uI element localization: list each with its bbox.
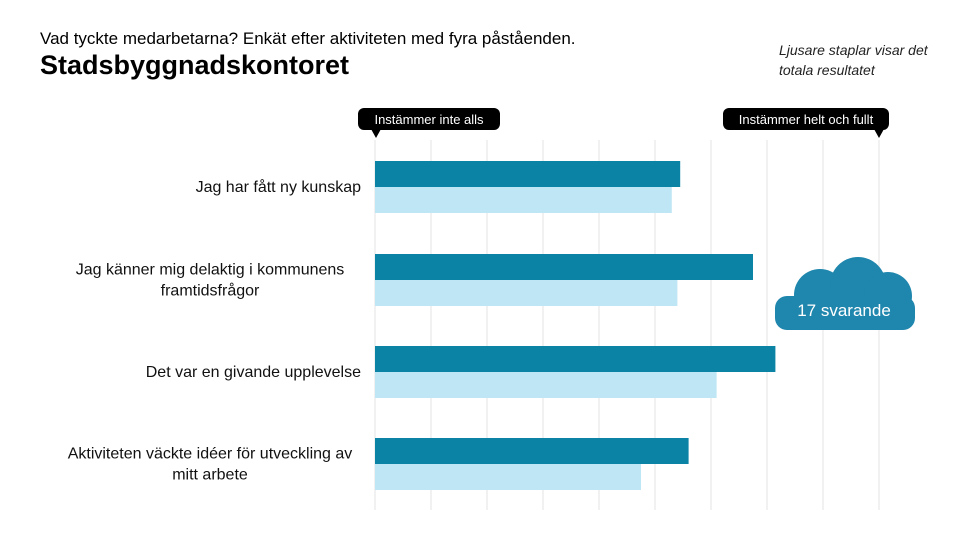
respondents-cloud-icon	[775, 257, 915, 330]
scale-max-pointer	[874, 129, 884, 138]
legend-note: Ljusare staplar visar det totala resulta…	[779, 42, 928, 78]
scale-max-label: Instämmer helt och fullt	[739, 112, 874, 127]
bar-office	[375, 346, 776, 372]
chart-subtitle: Vad tyckte medarbetarna? Enkät efter akt…	[40, 29, 576, 48]
bar-office	[375, 438, 689, 464]
bar-total	[375, 280, 678, 306]
category-label: Aktiviteten väckte idéer för utveckling …	[68, 446, 353, 463]
respondents-count: 17 svarande	[797, 301, 891, 320]
chart-title: Stadsbyggnadskontoret	[40, 50, 350, 80]
bar-office	[375, 161, 681, 187]
scale-min-label: Instämmer inte alls	[374, 112, 484, 127]
bar-office	[375, 254, 753, 280]
bar-total	[375, 464, 641, 490]
category-label: mitt arbete	[172, 467, 248, 484]
scale-min-pointer	[371, 129, 381, 138]
bar-total	[375, 372, 717, 398]
category-label: Jag känner mig delaktig i kommunens	[76, 262, 345, 279]
category-label: Det var en givande upplevelse	[146, 364, 361, 381]
scale-max-box	[723, 108, 889, 130]
scale-min-box	[358, 108, 500, 130]
category-label: framtidsfrågor	[161, 282, 260, 300]
cloud-body	[775, 296, 915, 330]
bar-total	[375, 187, 672, 213]
category-label: Jag har fått ny kunskap	[196, 178, 362, 196]
